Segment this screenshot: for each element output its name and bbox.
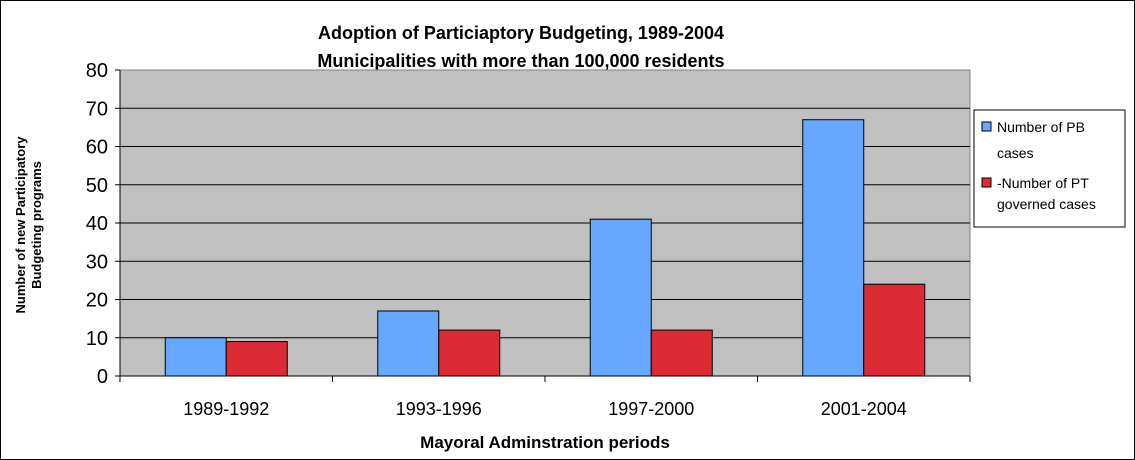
x-tick-labels: 1989-1992 1993-1996 1997-2000 2001-2004 [183,399,907,419]
chart-title: Adoption of Particiaptory Budgeting, 198… [318,23,724,43]
y-tick-label: 50 [86,175,108,197]
y-tick-label: 60 [86,137,108,159]
y-tick-label: 30 [86,251,108,273]
bar-series-1-1997-2000 [589,218,652,377]
y-axis-title-line-1: Number of new Participatory [13,136,28,314]
bar-series-2-1989-1992 [225,341,288,377]
bars [164,119,926,377]
bar-series-1-1989-1992 [164,337,227,377]
legend-swatch-pb [981,121,992,132]
legend-label-pb-line-2: cases [997,145,1034,161]
y-tick-labels: 0 10 20 30 40 50 60 70 80 [86,60,108,388]
bar-series-2-1997-2000 [650,329,713,377]
y-tick-label: 10 [86,328,108,350]
legend-swatch-pt [981,177,992,188]
legend: Number of PB cases -Number of PT governe… [973,109,1126,228]
x-tick-label: 1997-2000 [608,399,694,419]
legend-label-pt-line-1: -Number of PT [997,175,1089,191]
y-tick-label: 80 [86,60,108,82]
y-axis-title-line-2: Budgeting programs [29,161,44,289]
x-tick-label: 2001-2004 [821,399,907,419]
x-tick-label: 1989-1992 [183,399,269,419]
bar-series-2-2001-2004 [863,283,926,377]
y-tick-label: 0 [97,366,108,388]
legend-label-pb-line-1: Number of PB [997,119,1085,135]
y-tick-label: 70 [86,98,108,120]
legend-label-pt-line-2: governed cases [997,196,1096,212]
axes [115,69,971,382]
y-tick-label: 40 [86,213,108,235]
bar-series-1-2001-2004 [802,119,865,377]
x-axis-title: Mayoral Adminstration periods [420,433,670,452]
x-tick-label: 1993-1996 [396,399,482,419]
legend-box [973,109,1126,228]
y-tick-label: 20 [86,290,108,312]
bar-series-1-1993-1996 [377,310,440,377]
bar-series-2-1993-1996 [438,329,501,377]
chart-subtitle: Municipalities with more than 100,000 re… [317,51,724,71]
